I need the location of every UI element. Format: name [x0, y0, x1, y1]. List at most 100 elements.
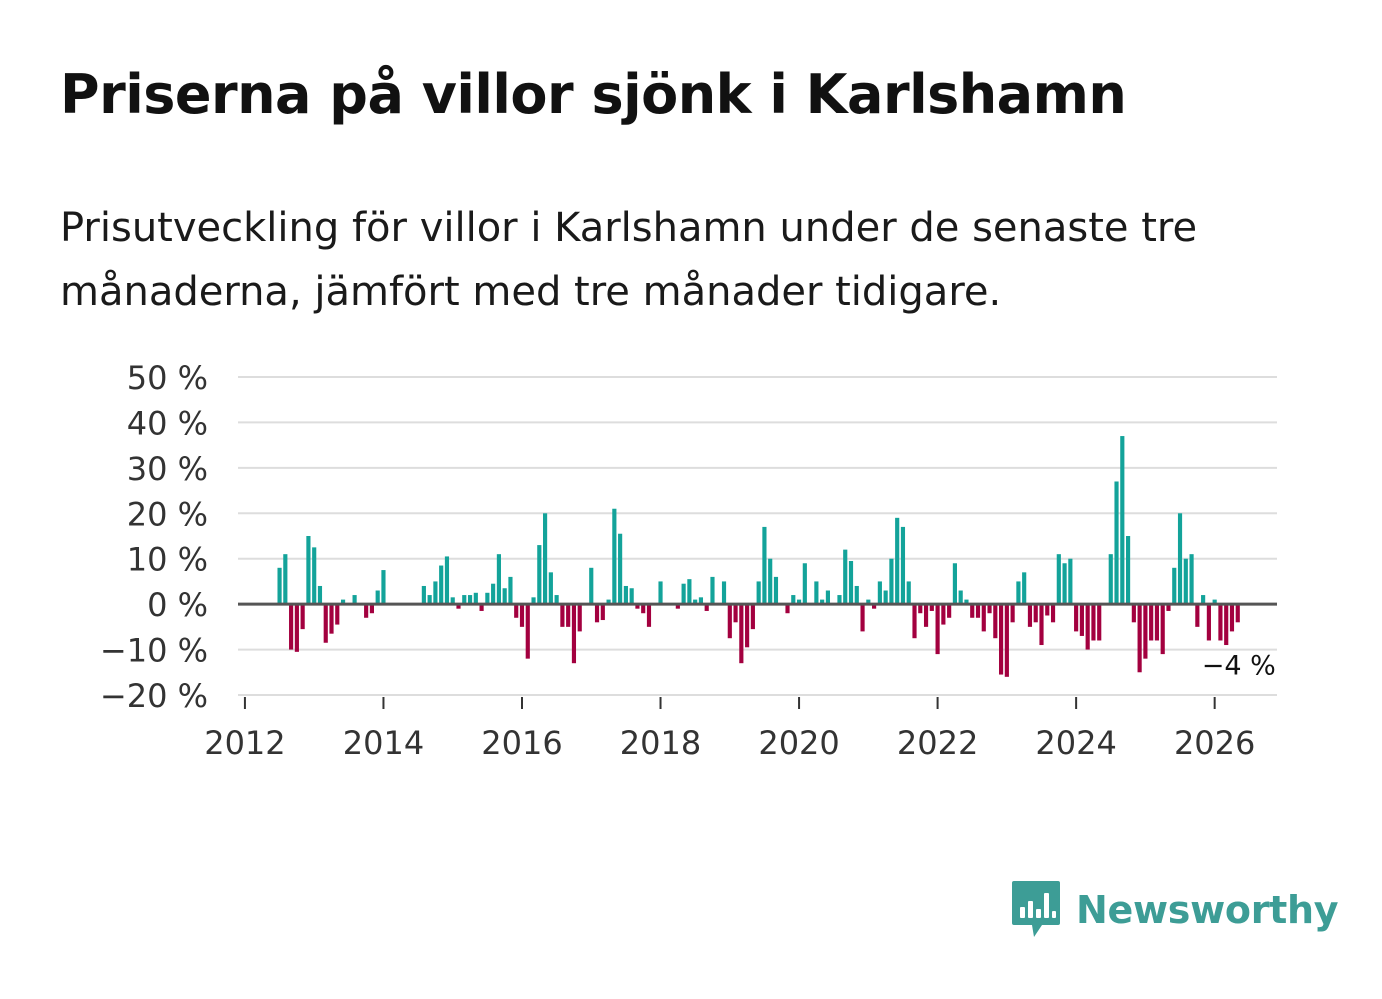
bar	[681, 583, 686, 605]
bar	[675, 604, 680, 609]
bar	[340, 599, 346, 605]
bar	[1218, 604, 1223, 641]
bar	[335, 604, 340, 625]
bar	[785, 604, 790, 614]
bar	[802, 563, 807, 605]
bar	[918, 604, 923, 614]
y-tick-label: 0 %	[147, 586, 208, 624]
bar	[773, 576, 779, 605]
bar	[1143, 604, 1148, 659]
bar	[456, 604, 461, 609]
x-tick-label: 2018	[620, 724, 701, 762]
bar	[548, 572, 553, 605]
y-tick-label: 50 %	[127, 359, 208, 397]
bar	[843, 549, 848, 605]
bar	[1039, 604, 1044, 646]
bar	[814, 581, 819, 605]
bar	[1195, 604, 1200, 627]
bar	[923, 604, 929, 627]
bar	[594, 604, 600, 623]
bar	[1172, 567, 1177, 605]
bar	[1206, 604, 1211, 641]
bar	[502, 588, 507, 605]
bar	[1022, 572, 1027, 605]
bar	[1235, 604, 1240, 623]
bar	[762, 526, 767, 605]
bar	[1091, 604, 1096, 641]
bar	[929, 604, 934, 611]
bar	[1062, 563, 1067, 605]
bar	[589, 567, 594, 605]
bar	[641, 604, 646, 614]
bar	[519, 604, 525, 627]
bar	[952, 563, 957, 605]
bar	[462, 595, 467, 605]
bar	[872, 604, 877, 609]
bar	[1045, 604, 1050, 616]
bar	[750, 604, 755, 630]
bar	[1120, 436, 1125, 605]
bar	[629, 588, 634, 605]
bar	[866, 599, 871, 605]
bar	[1201, 595, 1206, 605]
brand-name: Newsworthy	[1076, 888, 1339, 932]
bar	[768, 558, 773, 605]
bar	[571, 604, 577, 664]
bar	[1166, 604, 1171, 611]
bar	[450, 597, 455, 605]
bar	[1154, 604, 1160, 641]
bar	[606, 599, 611, 605]
chart-subtitle: Prisutveckling för villor i Karlshamn un…	[60, 205, 1198, 315]
bar	[531, 597, 536, 605]
bar	[352, 595, 357, 605]
bar	[427, 595, 432, 605]
bar	[900, 526, 906, 605]
bar	[623, 585, 628, 605]
bar	[756, 581, 761, 605]
bar	[739, 604, 744, 664]
newsworthy-logo-icon	[1012, 881, 1060, 937]
bar	[745, 604, 750, 648]
last-value-annotation: −4 %	[1202, 650, 1276, 681]
bar	[970, 604, 975, 618]
bar	[825, 590, 830, 605]
x-tick-label: 2014	[343, 724, 424, 762]
bar	[721, 581, 727, 605]
bar	[1131, 604, 1136, 623]
bar	[525, 604, 530, 659]
bar	[796, 599, 802, 605]
bar	[710, 576, 715, 605]
bar	[883, 590, 888, 605]
bar	[1027, 604, 1033, 627]
bar	[941, 604, 946, 625]
bar	[693, 599, 698, 605]
bar	[306, 536, 311, 605]
y-tick-label: 20 %	[127, 495, 208, 533]
bar	[277, 567, 282, 605]
bar	[467, 595, 473, 605]
y-tick-label: −20 %	[100, 677, 208, 715]
bar	[444, 556, 450, 605]
bar	[560, 604, 565, 627]
bar	[964, 599, 969, 605]
bar	[646, 604, 652, 627]
bar	[289, 604, 294, 650]
bar	[312, 547, 317, 605]
bar	[993, 604, 998, 639]
bar	[1004, 604, 1009, 677]
bar	[820, 599, 825, 605]
bar	[1149, 604, 1154, 641]
bar	[300, 604, 305, 630]
bar	[381, 570, 386, 605]
bar	[317, 585, 323, 605]
bar	[514, 604, 519, 618]
bar	[369, 604, 374, 614]
bar	[1068, 558, 1073, 605]
bar	[895, 517, 900, 605]
bar	[1033, 604, 1038, 623]
bar	[1224, 604, 1229, 646]
bar	[537, 545, 542, 605]
y-tick-label: 40 %	[127, 404, 208, 442]
bar	[1050, 604, 1056, 623]
